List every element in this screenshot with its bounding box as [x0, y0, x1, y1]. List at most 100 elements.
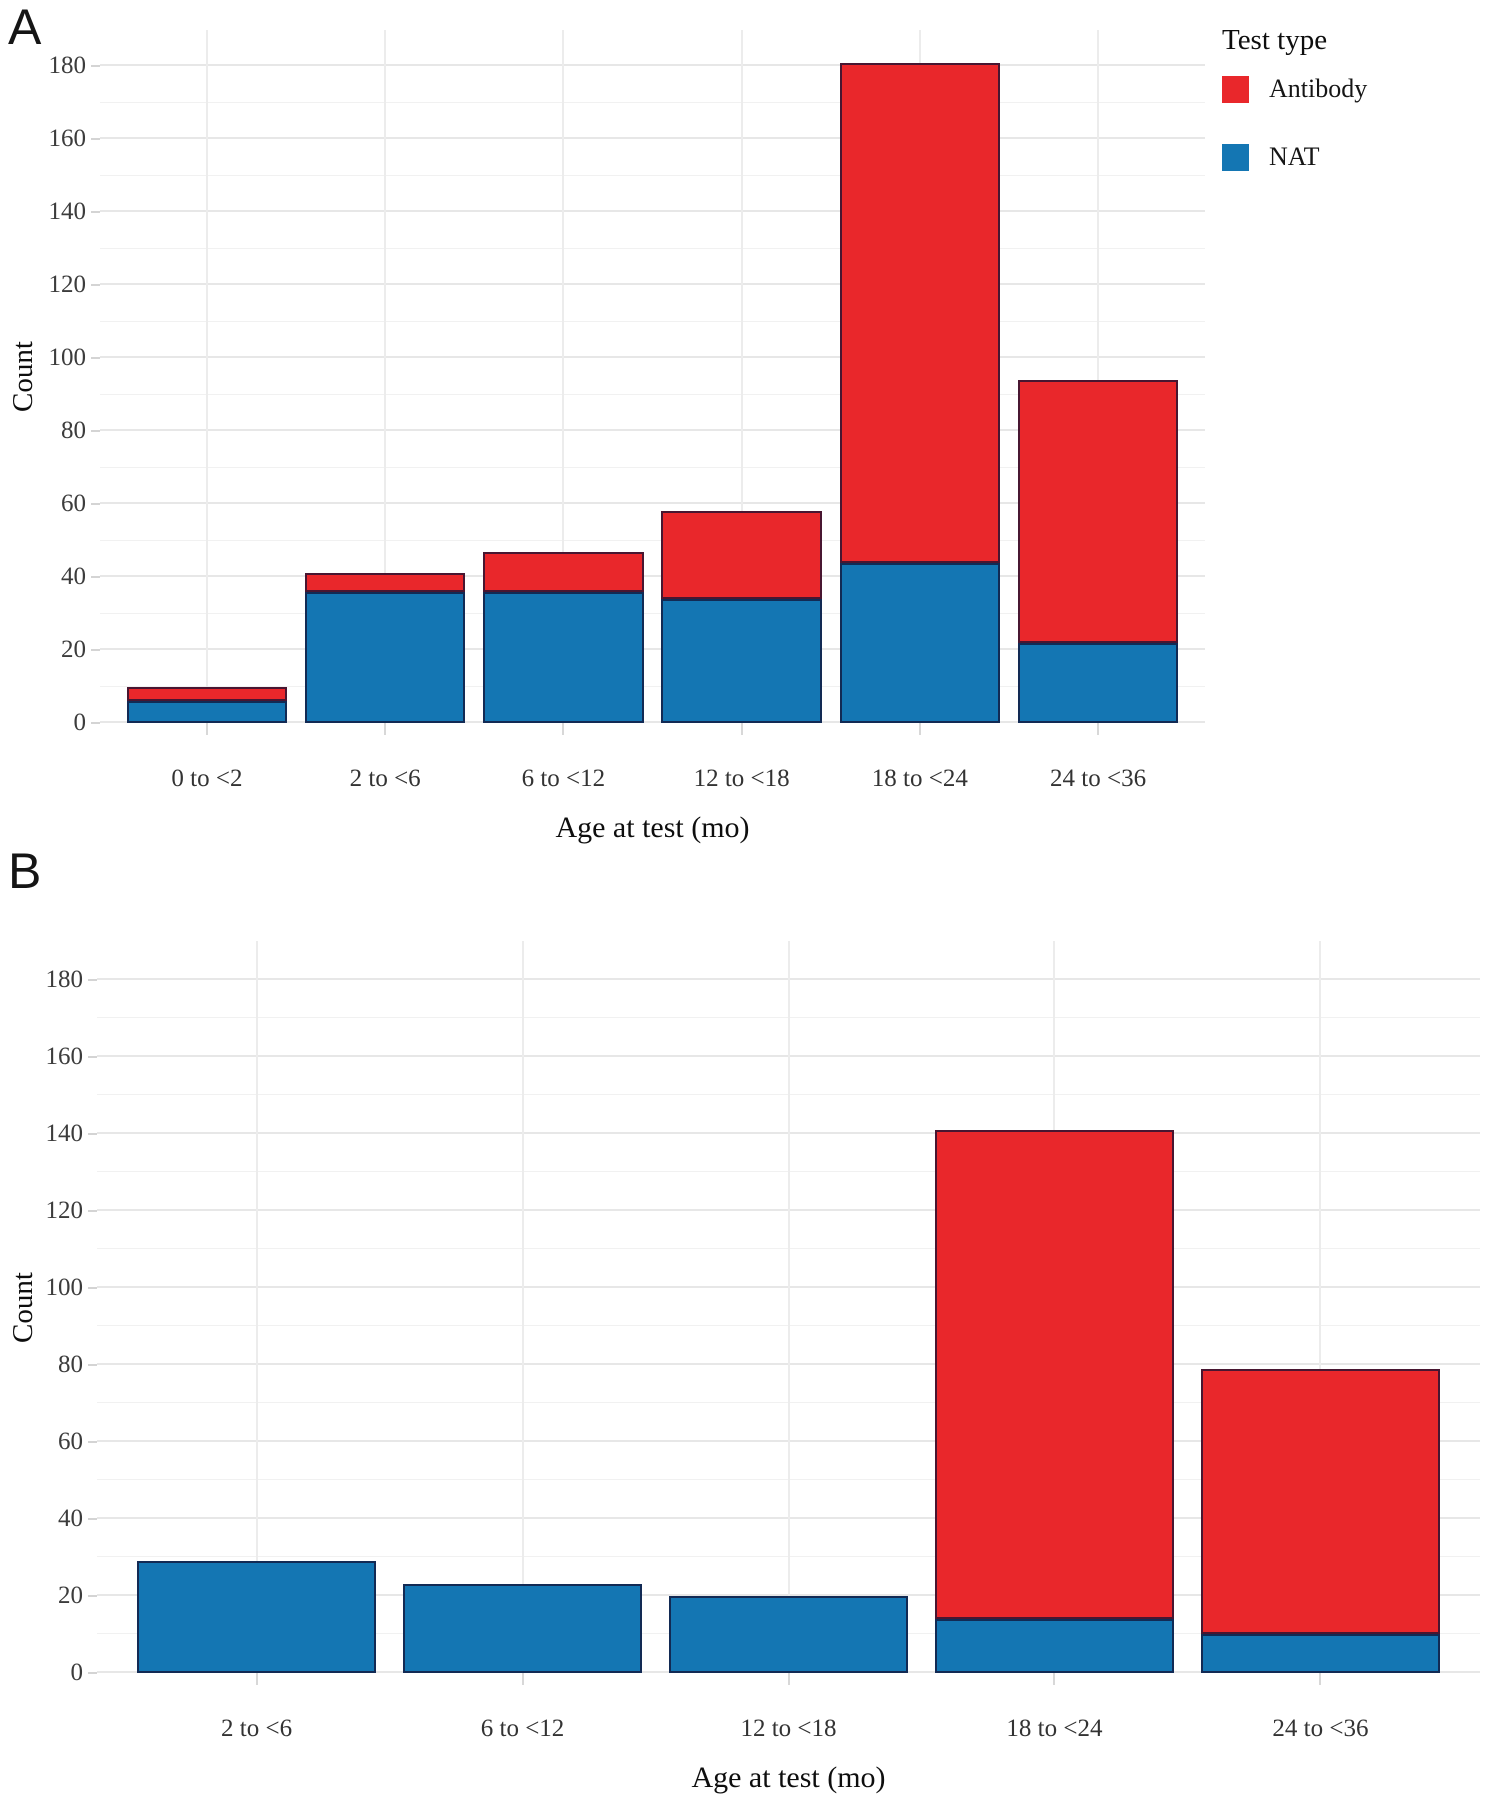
- x-tick-label: 12 to <18: [693, 765, 790, 792]
- bar-segment-antibody: [1017, 380, 1179, 643]
- legend-item-label: Antibody: [1269, 74, 1368, 103]
- legend-item-antibody: Antibody: [1222, 74, 1367, 104]
- y-tick-label: 40: [61, 563, 86, 591]
- gridline-major: [100, 64, 1205, 67]
- legend-item-nat: NAT: [1222, 142, 1367, 172]
- y-tick-label: 120: [45, 1196, 84, 1224]
- x-tick-mark: [384, 723, 387, 735]
- gridline-major: [100, 502, 1205, 505]
- y-tick-mark: [91, 138, 100, 141]
- y-tick-mark: [91, 430, 100, 433]
- bar-segment-antibody: [839, 62, 1001, 563]
- y-tick-mark: [88, 1209, 97, 1212]
- gridline-minor: [100, 466, 1205, 468]
- y-tick-label: 20: [61, 636, 86, 664]
- legend-title: Test type: [1222, 24, 1328, 56]
- gridline-minor: [100, 612, 1205, 614]
- gridline-minor: [100, 393, 1205, 395]
- y-tick-label: 0: [73, 709, 87, 736]
- panel-a-plot-area: Age at test (mo) 0 20 40 60 80 100 120 140 160 18…: [49, 30, 1205, 844]
- y-tick-label: 120: [48, 271, 87, 299]
- x-tick-label: 12 to <18: [740, 1715, 837, 1742]
- x-tick-mark: [255, 1673, 258, 1685]
- y-tick-mark: [91, 722, 100, 724]
- bar-segment-antibody: [1200, 1368, 1441, 1635]
- x-tick-mark: [1097, 723, 1100, 735]
- vertical-gridline: [562, 30, 565, 723]
- panel-a-x-axis-title: Age at test (mo): [555, 811, 750, 844]
- y-tick-label: 100: [48, 344, 87, 372]
- y-tick-mark: [88, 1594, 97, 1597]
- x-tick-label: 0 to <2: [171, 765, 243, 792]
- x-tick-mark: [205, 723, 208, 735]
- y-tick-mark: [91, 357, 100, 360]
- y-tick-label: 140: [45, 1119, 84, 1147]
- gridline-minor: [100, 320, 1205, 322]
- gridline-minor: [100, 247, 1205, 249]
- x-tick-mark: [521, 1673, 524, 1685]
- x-tick-label: 18 to <24: [871, 765, 968, 792]
- y-tick-mark: [91, 284, 100, 287]
- y-tick-mark: [88, 1132, 97, 1135]
- gridline-major: [100, 648, 1205, 651]
- y-tick-mark: [88, 1440, 97, 1443]
- bar-segment-antibody: [304, 573, 466, 592]
- bar-segment-nat: [934, 1619, 1175, 1673]
- vertical-gridline: [521, 941, 524, 1673]
- gridline-major: [100, 356, 1205, 359]
- bar-segment-nat: [402, 1584, 643, 1673]
- y-tick-label: 40: [58, 1504, 83, 1532]
- y-tick-label: 160: [45, 1042, 84, 1070]
- y-tick-label: 20: [58, 1581, 83, 1609]
- y-tick-label: 0: [70, 1659, 84, 1686]
- y-tick-mark: [91, 503, 100, 506]
- legend: Test type Antibody NAT: [1222, 24, 1367, 172]
- panel-b-plot-area: Age at test (mo) 0 20 40 60 80 100 120 140 160 18…: [46, 941, 1480, 1794]
- y-tick-label: 80: [58, 1350, 83, 1378]
- vertical-gridline: [384, 30, 387, 723]
- vertical-gridline: [205, 30, 208, 723]
- bar-segment-antibody: [934, 1129, 1175, 1620]
- gridline-minor: [100, 174, 1205, 176]
- panel-b-letter: B: [8, 843, 42, 899]
- legend-item-label: NAT: [1269, 142, 1320, 171]
- y-tick-mark: [91, 649, 100, 652]
- panel-b-x-axis-title: Age at test (mo): [691, 1761, 886, 1794]
- gridline-minor: [100, 685, 1205, 687]
- bar-segment-nat: [839, 562, 1001, 723]
- bar-segment-nat: [668, 1595, 909, 1673]
- y-tick-mark: [88, 1672, 97, 1674]
- x-tick-label: 2 to <6: [349, 765, 421, 792]
- x-tick-label: 2 to <6: [221, 1715, 293, 1742]
- x-tick-label: 24 to <36: [1272, 1715, 1369, 1742]
- gridline-major: [100, 137, 1205, 140]
- x-tick-mark: [918, 723, 921, 735]
- gridline-major: [100, 429, 1205, 432]
- gridline-major: [100, 283, 1205, 286]
- y-tick-label: 160: [48, 125, 87, 153]
- x-tick-mark: [787, 1673, 790, 1685]
- y-tick-label: 60: [58, 1427, 83, 1455]
- y-tick-label: 60: [61, 490, 86, 518]
- bar-segment-antibody: [126, 686, 288, 702]
- bar-segment-antibody: [483, 551, 644, 592]
- y-tick-mark: [91, 576, 100, 579]
- x-tick-label: 6 to <12: [480, 1715, 565, 1742]
- bar-segment-antibody: [661, 511, 822, 599]
- gridline-major: [100, 210, 1205, 213]
- y-tick-mark: [88, 1286, 97, 1289]
- y-tick-mark: [91, 211, 100, 214]
- y-tick-mark: [88, 978, 97, 981]
- vertical-gridline: [740, 30, 743, 723]
- bar-segment-nat: [483, 591, 644, 723]
- y-tick-mark: [88, 1363, 97, 1366]
- y-tick-mark: [88, 1517, 97, 1520]
- bar-segment-nat: [1200, 1634, 1441, 1673]
- nat-color-swatch: [1222, 143, 1249, 171]
- antibody-color-swatch: [1222, 75, 1249, 103]
- x-tick-mark: [1319, 1673, 1322, 1685]
- vertical-gridline: [1319, 941, 1322, 1673]
- x-tick-mark: [740, 723, 743, 735]
- bar-segment-nat: [1017, 642, 1179, 723]
